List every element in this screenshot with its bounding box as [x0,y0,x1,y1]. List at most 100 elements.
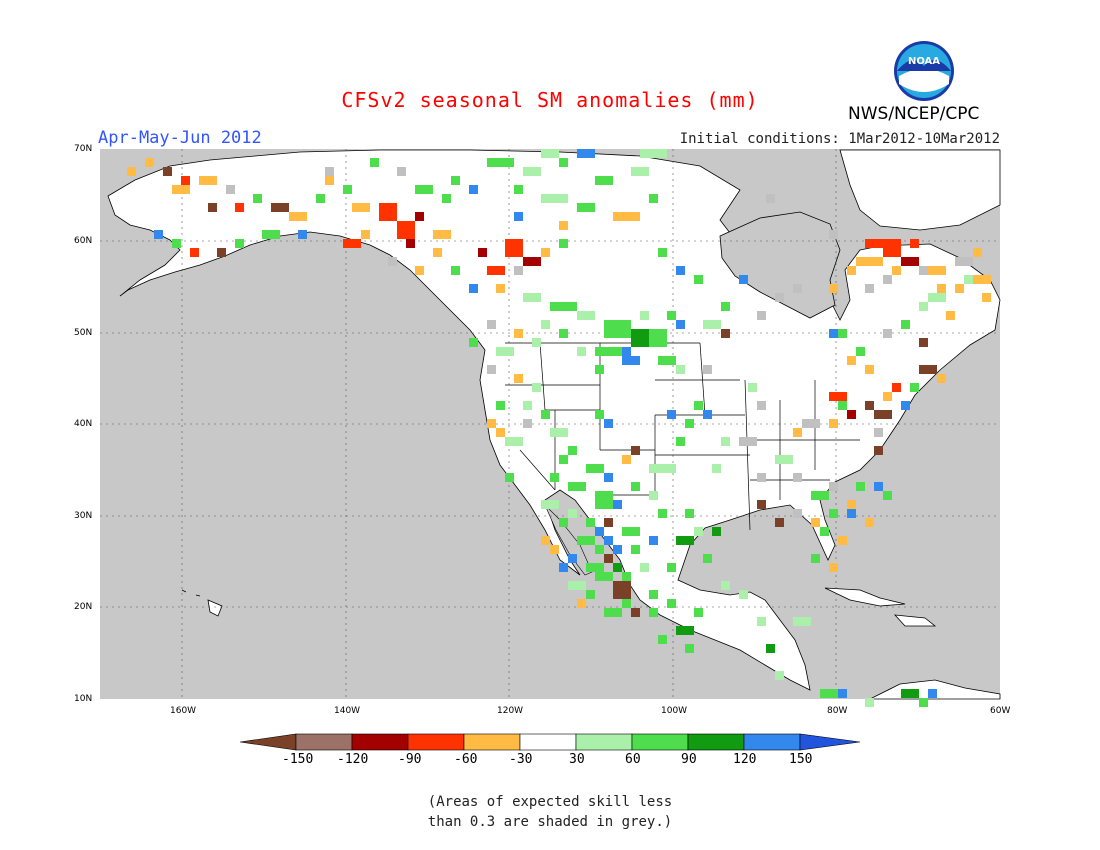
colorbar-segment [407,733,465,751]
anomaly-cell [514,266,523,275]
anomaly-cell [568,509,577,518]
anomaly-cell [541,536,550,545]
anomaly-cell [676,365,685,374]
anomaly-cell [361,230,370,239]
anomaly-cell [685,644,694,653]
anomaly-cell [919,698,928,707]
anomaly-cell [712,527,721,536]
anomaly-cell [541,500,559,509]
anomaly-cell [838,536,847,545]
anomaly-cell [496,401,505,410]
anomaly-cell [415,185,433,194]
anomaly-cell [631,545,640,554]
anomaly-cell [514,329,523,338]
anomaly-cell [451,176,460,185]
anomaly-cell [775,518,784,527]
anomaly-cell [658,248,667,257]
anomaly-cell [208,203,217,212]
anomaly-cell [631,482,640,491]
anomaly-cell [595,572,613,581]
anomaly-cell [658,635,667,644]
anomaly-cell [262,230,280,239]
anomaly-cell [658,509,667,518]
anomaly-cell [163,167,172,176]
anomaly-cell [487,320,496,329]
anomaly-cell [613,563,622,572]
anomaly-cells [127,149,991,707]
anomaly-cell [217,248,226,257]
anomaly-cell [946,311,955,320]
anomaly-cell [793,284,802,293]
anomaly-cell [910,383,919,392]
anomaly-cell [973,248,982,257]
anomaly-cell [838,689,847,698]
anomaly-cell [739,437,757,446]
greenland-landmass [839,149,1001,231]
anomaly-cell [568,554,577,563]
anomaly-cell [550,302,577,311]
colorbar-segment [743,733,801,751]
anomaly-cell [343,239,361,248]
anomaly-cell [928,266,946,275]
anomaly-cell [487,158,514,167]
anomaly-cell [676,320,685,329]
anomaly-cell [559,518,568,527]
anomaly-cell [865,401,874,410]
anomaly-cell [721,437,730,446]
anomaly-cell [640,311,649,320]
anomaly-cell [622,347,631,356]
anomaly-cell [145,158,154,167]
anomaly-cell [703,554,712,563]
anomaly-cell [748,383,757,392]
noaa-logo-icon: NOAA [894,41,954,101]
anomaly-cell [640,563,649,572]
anomaly-cell [523,257,541,266]
anomaly-cell [955,284,964,293]
anomaly-cell [415,212,424,221]
anomaly-cell [883,491,892,500]
anomaly-cell [604,473,613,482]
anomaly-cell [838,329,847,338]
skill-note-line-2: than 0.3 are shaded in grey.) [427,814,673,830]
colorbar-label: -120 [337,752,369,767]
anomaly-cell [865,284,874,293]
anomaly-cell [937,284,946,293]
anomaly-cell [622,455,631,464]
anomaly-cell [856,482,865,491]
anomaly-cell [541,194,568,203]
anomaly-cell [496,347,514,356]
anomaly-cell [541,248,550,257]
anomaly-cell [595,176,613,185]
colorbar-min-arrow [240,733,297,751]
anomaly-cell [595,347,622,356]
skill-note: (Areas of expected skill less than 0.3 a… [0,792,1100,832]
anomaly-cell [829,482,838,491]
anomaly-cell [415,266,424,275]
anomaly-cell [919,365,937,374]
hawaii-islands [181,589,223,617]
anomaly-cell [514,185,523,194]
anomaly-cell [901,401,910,410]
anomaly-cell [523,167,541,176]
lat-label-30n: 30N [74,511,93,521]
anomaly-cell [847,356,856,365]
anomaly-cell [775,293,784,302]
anomaly-cell [235,203,244,212]
anomaly-cell [649,464,667,473]
anomaly-cell [586,518,595,527]
anomaly-cell [523,293,541,302]
anomaly-cell [370,158,379,167]
anomaly-cell [847,509,856,518]
anomaly-cell [829,563,838,572]
anomaly-cell [397,221,415,239]
anomaly-cell [604,536,613,545]
anomaly-cell [613,212,640,221]
anomaly-cell [559,239,568,248]
colorbar [240,733,861,751]
anomaly-cell [910,239,919,248]
anomaly-cell [865,239,901,248]
anomaly-cell [586,590,595,599]
anomaly-cell [847,410,856,419]
anomaly-cell [532,338,541,347]
anomaly-cell [505,473,514,482]
